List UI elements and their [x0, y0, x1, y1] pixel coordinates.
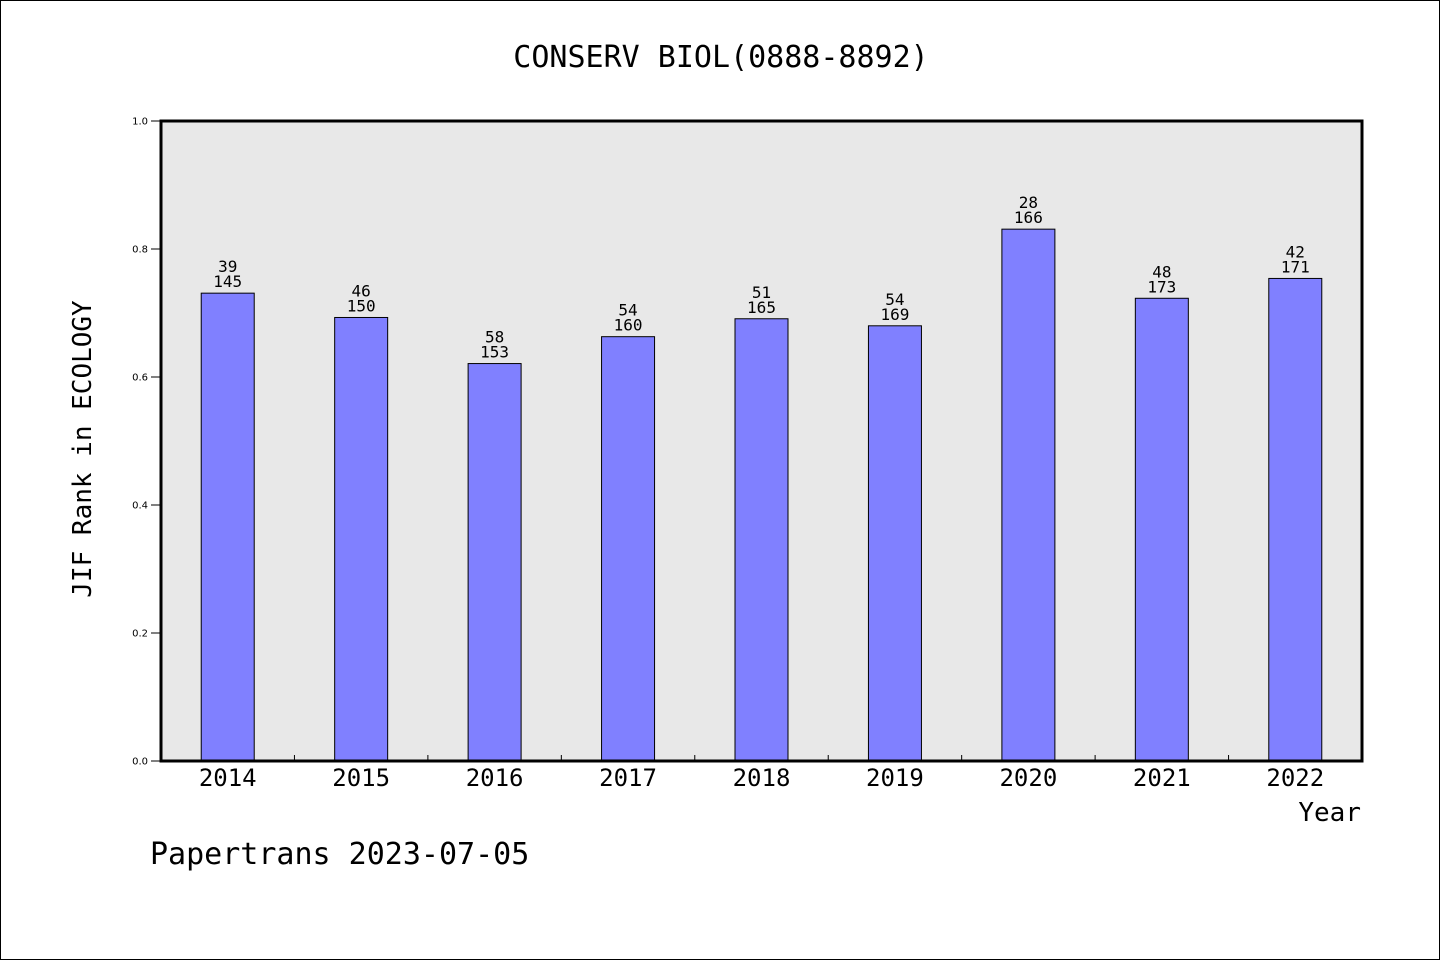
plot-border [159, 119, 1364, 763]
bar-series [200, 228, 1323, 762]
bar-rank-label: 39 [218, 257, 237, 276]
bar-total-label: 150 [347, 296, 376, 315]
bar-rank-label: 51 [752, 283, 771, 302]
bar-rank-label: 54 [618, 301, 637, 320]
x-tick-label: 2019 [866, 764, 924, 792]
bar-total-label: 153 [480, 343, 509, 362]
bar [601, 336, 656, 762]
x-axis-label: Year [1298, 798, 1361, 828]
bar [1134, 297, 1189, 762]
x-tick-label: 2018 [733, 764, 791, 792]
bar-total-label: 173 [1147, 277, 1176, 296]
bar-rank-label: 42 [1286, 242, 1305, 261]
bar [1268, 277, 1323, 762]
x-tick-label: 2014 [199, 764, 257, 792]
bar [334, 316, 389, 762]
x-tick-label: 2016 [466, 764, 524, 792]
x-tick-label: 2022 [1266, 764, 1324, 792]
bar-rank-label: 48 [1152, 262, 1171, 281]
footer-text: Papertrans 2023-07-05 [150, 837, 529, 872]
y-tick-label: 0.8 [132, 245, 148, 256]
bar-rank-label: 58 [485, 328, 504, 347]
bar [867, 325, 922, 762]
x-tick-label: 2017 [599, 764, 657, 792]
bar [200, 292, 255, 762]
bar [1001, 228, 1056, 762]
y-tick-label: 0.6 [132, 373, 148, 384]
bar-rank-label: 28 [1019, 193, 1038, 212]
bar-rank-label: 46 [352, 281, 371, 300]
bar-rank-label: 54 [885, 290, 904, 309]
y-axis-ticks: 0.0 0.2 0.4 0.6 0.8 1.0 [132, 117, 161, 768]
y-tick-label: 0.4 [132, 501, 148, 512]
bar-total-label: 165 [747, 298, 776, 317]
x-tick-label: 2015 [332, 764, 390, 792]
bar-total-label: 169 [880, 305, 909, 324]
x-tick-label: 2021 [1133, 764, 1191, 792]
bar [734, 318, 789, 762]
bar-total-label: 145 [213, 272, 242, 291]
bar-total-label: 171 [1281, 257, 1310, 276]
bar-total-label: 160 [614, 316, 643, 335]
y-tick-label: 1.0 [132, 117, 148, 128]
chart-title: CONSERV BIOL(0888-8892) [513, 40, 928, 75]
y-tick-label: 0.0 [132, 757, 148, 768]
y-tick-label: 0.2 [132, 629, 148, 640]
bar [467, 363, 522, 762]
y-axis-label: JIF Rank in ECOLOGY [68, 300, 98, 598]
bar-total-label: 166 [1014, 208, 1043, 227]
x-tick-labels: 2014 2015 2016 2017 2018 2019 2020 2021 2022 [199, 764, 1324, 792]
x-tick-label: 2020 [999, 764, 1057, 792]
